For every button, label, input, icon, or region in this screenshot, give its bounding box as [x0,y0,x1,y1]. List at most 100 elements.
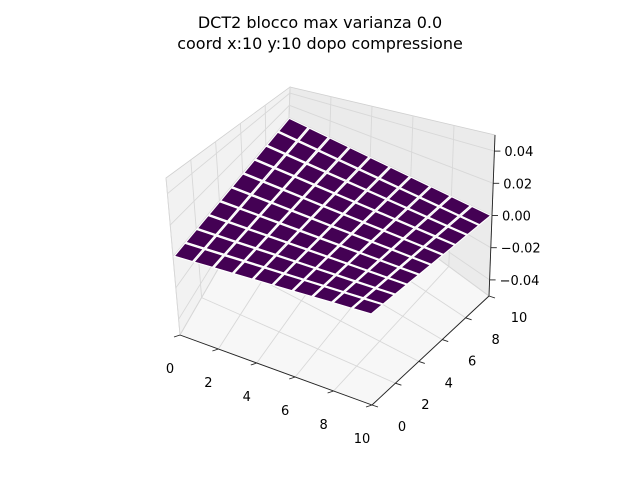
surface-patch [219,187,251,209]
y-tick-mark [418,360,425,364]
surface-patch [193,248,225,268]
surface-patch [324,274,356,293]
surface-patch [339,233,372,253]
surface-patch [318,137,350,160]
surface-patch [335,181,367,203]
surface-patch [294,163,327,185]
surface-patch [316,256,348,275]
z-tick-label: 0.04 [504,145,533,160]
surface-patch [279,210,311,231]
surface-patch [367,178,399,200]
surface-patch [264,255,296,274]
surface-patch [213,255,244,274]
surface-patch [447,216,480,236]
y-tick-mark [488,295,496,299]
y-gridline [201,297,396,384]
surface-patch [327,245,360,264]
surface-patch [379,166,411,188]
surface-patch [304,268,336,286]
surface-patch [274,154,306,177]
x-gridline [333,266,450,392]
surface-patch [323,193,355,214]
surface-patch [359,241,392,261]
surface-patch [379,249,412,268]
surface-patch [311,206,343,226]
surface-patch [355,270,388,289]
z-gridline [167,92,291,195]
surface-patch [173,242,205,263]
surface-patch [248,215,280,236]
surface-patch [371,230,404,250]
surface-patch [184,228,216,249]
surface-patch [403,228,436,247]
y-axis-line [371,295,490,406]
surface-patch [284,261,316,280]
surface-patch [216,221,248,242]
surface-patch [204,235,236,255]
z-gridline [289,92,495,152]
surface-patch [347,252,380,271]
surface-patch [367,260,400,278]
chart-title-line-2: coord x:10 y:10 dopo compressione [177,34,463,53]
surface-patch [326,159,359,182]
surface-patch [251,181,283,203]
y-tick-label: 0 [398,420,406,435]
surface-patch [256,235,288,255]
surface-patch [343,202,375,223]
surface-patch [439,196,472,216]
surface-patch [244,248,276,268]
y-tick-mark [442,339,449,343]
surface-patch [415,217,448,237]
surface-patch [252,267,284,286]
y-tick-label: 4 [445,376,453,391]
surface-patch [231,173,263,195]
surface-patch [228,208,260,229]
x-tick-mark [250,362,257,366]
surface-patch [286,141,318,164]
surface-patch [272,273,304,292]
x-tick-label: 8 [319,418,327,433]
x-tick-mark [212,348,219,352]
surface-patch [292,279,324,298]
x-tick-label: 4 [243,390,251,405]
surface-patch [268,223,300,243]
surface-patch [435,226,468,246]
chart-title-line-1: DCT2 blocco max varianza 0.0 [198,13,442,32]
surface-patch [375,277,408,295]
surface-patch [387,267,420,285]
surface-patch [306,150,338,173]
surface-patch [383,219,416,239]
x-tick-label: 0 [166,362,174,377]
x-tick-mark [289,376,296,380]
surface-patch [259,202,291,223]
surface-patch [298,127,330,150]
surface-patch [319,226,352,246]
surface-patch [296,249,328,269]
surface-patch [459,205,492,226]
surface-patch [346,169,379,191]
surface-patch [411,246,444,265]
x-tick-mark [173,334,181,338]
z-tick-label: −0.04 [500,274,540,289]
surface-patch [423,236,456,256]
surface-patch [338,147,370,169]
surface-patch [427,206,460,227]
surface-patch [358,156,391,179]
surface-patch [266,131,298,155]
y-tick-label: 8 [491,333,499,348]
x-tick-mark [365,404,373,408]
surface-patch [419,186,452,207]
z-tick-label: 0.00 [502,210,531,225]
x-tick-label: 6 [281,404,289,419]
surface-patch [343,281,376,299]
y-tick-mark [465,317,472,321]
surface-patch [242,159,275,182]
y-tick-label: 6 [468,355,476,370]
surface-patch [291,197,323,219]
surface-patch [224,242,256,262]
y-tick-label: 2 [421,398,429,413]
y-tick-label: 10 [511,311,528,326]
surface-patch [363,210,396,231]
surface-patch [387,187,419,209]
